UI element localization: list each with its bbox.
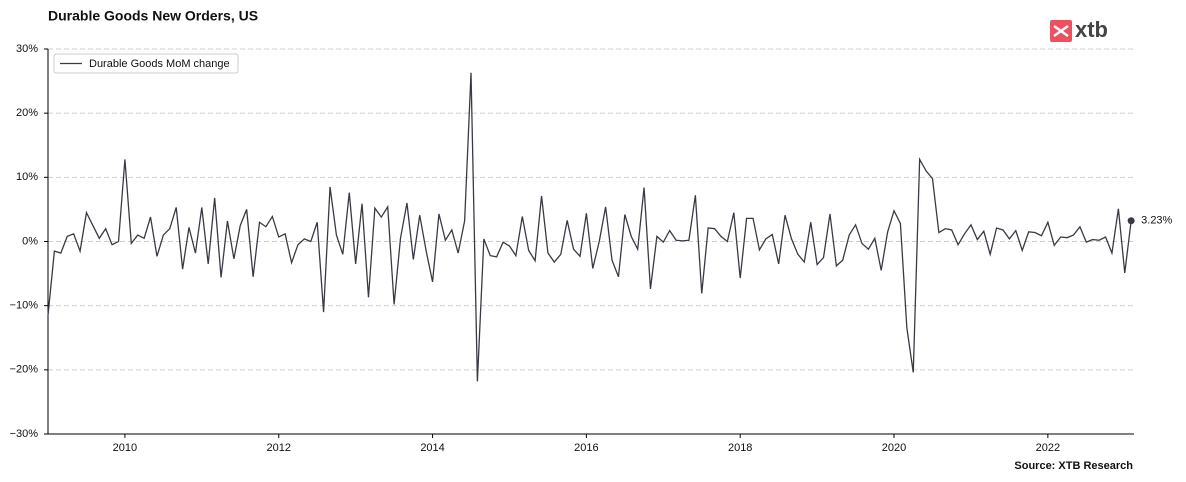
chart-title: Durable Goods New Orders, US	[48, 8, 258, 24]
y-tick-label: 0%	[22, 235, 38, 247]
y-tick-label: 10%	[16, 171, 38, 183]
legend-label: Durable Goods MoM change	[89, 58, 230, 70]
last-value-label: 3.23%	[1141, 215, 1172, 227]
x-tick-label: 2016	[574, 442, 598, 454]
source: Source: XTB Research	[1014, 460, 1133, 472]
last-point	[1127, 217, 1135, 225]
x-tick-label: 2012	[266, 442, 290, 454]
x-tick-label: 2022	[1036, 442, 1060, 454]
y-tick-label: −30%	[10, 428, 39, 440]
x-tick-label: 2020	[882, 442, 906, 454]
x-tick-label: 2018	[728, 442, 752, 454]
logo-mark	[1053, 24, 1069, 38]
x-tick-label: 2010	[113, 442, 137, 454]
y-tick-label: −20%	[10, 364, 39, 376]
y-tick-label: 20%	[16, 107, 38, 119]
logo: xtb	[1075, 17, 1108, 42]
line	[47, 72, 1132, 382]
legend-box	[53, 53, 239, 74]
x-tick-label: 2014	[420, 442, 444, 454]
y-tick-label: −10%	[10, 300, 39, 312]
y-tick-label: 30%	[16, 43, 38, 55]
